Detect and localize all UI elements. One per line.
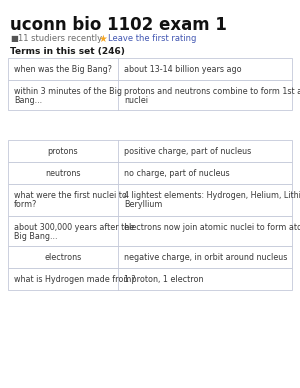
FancyBboxPatch shape — [8, 80, 292, 110]
Text: Leave the first rating: Leave the first rating — [108, 34, 196, 43]
Text: what were the first nuclei to: what were the first nuclei to — [14, 191, 127, 200]
Text: electrons now join atomic nuclei to form atoms: electrons now join atomic nuclei to form… — [124, 223, 300, 232]
Text: protons and neutrons combine to form 1st atomic: protons and neutrons combine to form 1st… — [124, 87, 300, 96]
Text: 4 lightest elements: Hydrogen, Helium, Lithium,: 4 lightest elements: Hydrogen, Helium, L… — [124, 191, 300, 200]
Text: electrons: electrons — [44, 253, 82, 262]
FancyBboxPatch shape — [8, 216, 292, 246]
Text: Beryllium: Beryllium — [124, 200, 162, 209]
Text: Big Bang...: Big Bang... — [14, 232, 58, 241]
Text: positive charge, part of nucleus: positive charge, part of nucleus — [124, 147, 251, 156]
Text: 11 studiers recently: 11 studiers recently — [18, 34, 102, 43]
FancyBboxPatch shape — [8, 140, 292, 162]
Text: negative charge, in orbit around nucleus: negative charge, in orbit around nucleus — [124, 253, 287, 262]
Text: about 13-14 billion years ago: about 13-14 billion years ago — [124, 64, 242, 73]
Text: 1 proton, 1 electron: 1 proton, 1 electron — [124, 274, 203, 284]
Text: ■: ■ — [10, 34, 18, 43]
Text: within 3 minutes of the Big: within 3 minutes of the Big — [14, 87, 122, 96]
Text: about 300,000 years after the: about 300,000 years after the — [14, 223, 134, 232]
Text: when was the Big Bang?: when was the Big Bang? — [14, 64, 112, 73]
Text: uconn bio 1102 exam 1: uconn bio 1102 exam 1 — [10, 16, 227, 34]
Text: neutrons: neutrons — [45, 168, 81, 177]
Text: what is Hydrogen made from?: what is Hydrogen made from? — [14, 274, 136, 284]
Text: Terms in this set (246): Terms in this set (246) — [10, 47, 125, 56]
Text: ★: ★ — [98, 34, 107, 44]
FancyBboxPatch shape — [8, 268, 292, 290]
FancyBboxPatch shape — [8, 162, 292, 184]
FancyBboxPatch shape — [8, 58, 292, 80]
FancyBboxPatch shape — [8, 246, 292, 268]
Text: no charge, part of nucleus: no charge, part of nucleus — [124, 168, 230, 177]
Text: nuclei: nuclei — [124, 96, 148, 105]
Text: Bang...: Bang... — [14, 96, 42, 105]
FancyBboxPatch shape — [8, 184, 292, 216]
Text: protons: protons — [48, 147, 78, 156]
Text: form?: form? — [14, 200, 38, 209]
